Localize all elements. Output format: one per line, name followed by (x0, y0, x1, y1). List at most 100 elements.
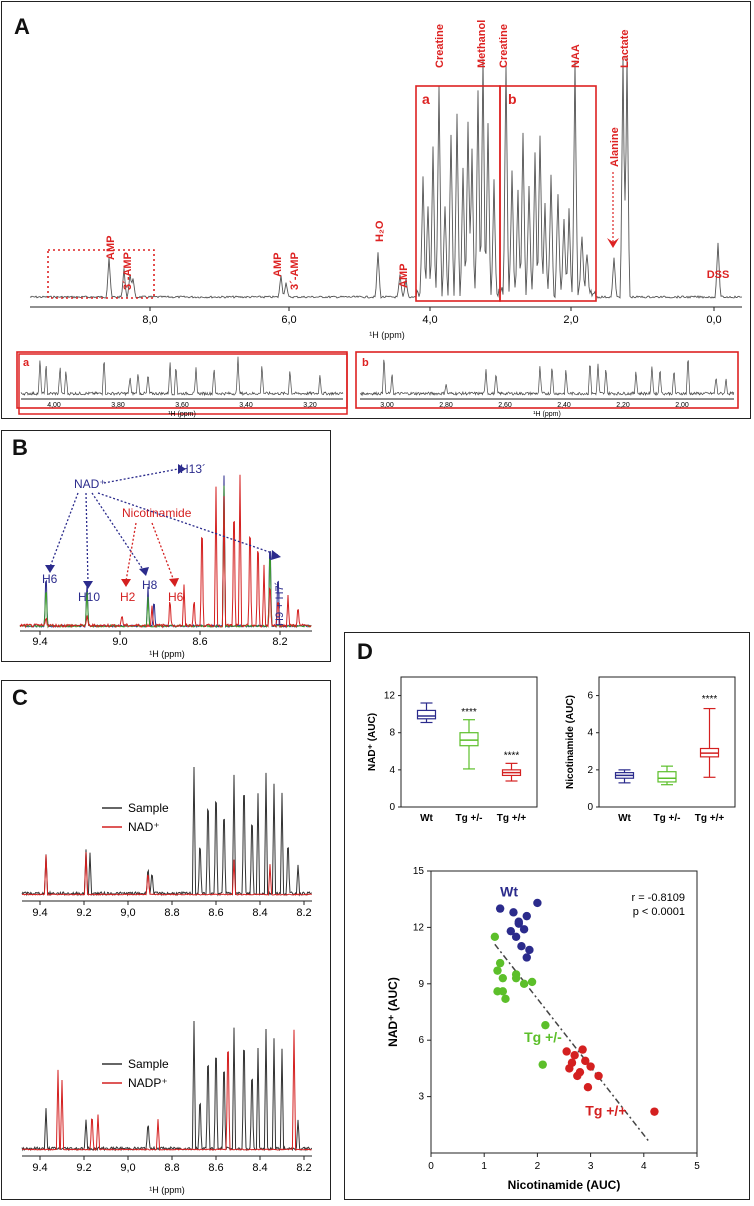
panel-c-tick-label: 9.2 (76, 907, 91, 919)
scatter-legend-tg-hom: Tg +/+ (585, 1102, 626, 1118)
main-tick-label: 4,0 (422, 314, 437, 326)
panel-b: B 9.4 9.0 8.6 8.2 ¹H (ppm) NAD⁺ Nicotinamid… (1, 430, 331, 662)
scatter-legend-tg-het: Tg +/- (524, 1029, 562, 1045)
panel-c-top-spectrum (21, 766, 312, 897)
panel-c-tick-label: 8.6 (208, 907, 223, 919)
scatter-frame (430, 870, 698, 1154)
scatter-point (514, 917, 523, 926)
panel-b-spectrum (19, 474, 312, 629)
scatter-ytick-label: 15 (413, 866, 425, 877)
boxplot-ytick-label: 0 (587, 802, 593, 813)
panel-c-tick-label: 9,0 (120, 1162, 135, 1174)
scatter-point (567, 1058, 577, 1067)
main-tick-label: 6,0 (281, 314, 296, 326)
scatter-xtick-label: 3 (588, 1161, 594, 1172)
nad-h9-h7-label: H9 + H7´ (274, 582, 286, 626)
scatter-ytick-label: 3 (418, 1092, 424, 1103)
panel-c-bottom-spectrum (21, 1020, 313, 1152)
panel-b-tick-label: 8.2 (272, 636, 287, 648)
nic-h2-label: H2 (120, 590, 136, 604)
box-category-label: Tg +/+ (497, 813, 527, 824)
scatter-stat-r: r = -0.8109 (631, 892, 685, 904)
panel-b-tick-label: 9.0 (112, 636, 127, 648)
peak-label-amp-1: AMP (398, 264, 410, 288)
scatter-point (495, 958, 505, 968)
scatter-point (506, 926, 515, 936)
box-category-label: Wt (618, 813, 631, 824)
inset-b-outline (355, 351, 739, 409)
legend-sample-2: Sample (128, 1057, 169, 1071)
scatter-point (586, 1062, 595, 1071)
nicotinamide-label: Nicotinamide (122, 506, 192, 520)
legend-nad: NAD⁺ (128, 820, 160, 834)
panel-c-tick-label: 8.2 (296, 1162, 311, 1174)
region-b-box (499, 85, 597, 302)
nic-h6-label: H6 (168, 590, 184, 604)
main-x-ticks: 8,0 6,0 4,0 2,0 0,0 (142, 307, 722, 326)
region-b-label: b (508, 91, 517, 107)
scatter-xtick-label: 2 (535, 1161, 541, 1172)
scatter-point (538, 1060, 547, 1069)
panel-a-main-spectrum: 8,0 6,0 4,0 2,0 0,0 ¹H (ppm) a b Creatine Me… (18, 20, 742, 415)
scatter-point (517, 942, 526, 951)
scatter-point (594, 1071, 603, 1081)
nad-label: NAD⁺ (74, 477, 106, 491)
panel-b-tick-label: 9.4 (32, 636, 47, 648)
panel-c-tick-label: 8.8 (164, 907, 179, 919)
peak-label-h2o: H₂O (374, 220, 386, 242)
panel-a-label: A (14, 14, 30, 39)
panel-c-label: C (12, 685, 28, 710)
panel-b-plot: 9.4 9.0 8.6 8.2 ¹H (ppm) NAD⁺ Nicotinamide … (19, 462, 312, 659)
sig-marker-1: **** (461, 707, 477, 718)
inset-a-panel-real (17, 352, 347, 408)
box-category-label: Wt (420, 813, 433, 824)
scatter-point (533, 898, 542, 908)
legend-nadp: NADP⁺ (128, 1076, 168, 1090)
scatter-point (501, 994, 510, 1004)
scatter-xtick-label: 5 (694, 1161, 700, 1172)
scatter-point (519, 925, 529, 934)
panel-b-green-trace (19, 485, 312, 629)
panel-c-tick-label: 9.4 (32, 1162, 47, 1174)
boxplot-ylabel: Nicotinamide (AUC) (565, 695, 576, 789)
peak-label-creatine-2: Creatine (498, 24, 510, 68)
panel-b-red-trace (19, 474, 312, 629)
panel-b-label: B (12, 435, 28, 460)
peak-label-3amp-1: 3´-AMP (122, 252, 134, 290)
scatter-point (498, 973, 508, 983)
nad-boxplot: 0 4 8 12 NAD⁺ (AUC) Wt Tg +/- Tg +/+ **** **** (367, 676, 538, 824)
scatter-point (562, 1047, 571, 1056)
box-category-label: Tg +/- (456, 813, 483, 824)
scatter-stat-p: p < 0.0001 (633, 906, 685, 918)
panel-c-top-nad (21, 852, 312, 896)
region-a-label: a (422, 91, 430, 107)
peak-label-lactate: Lactate (619, 29, 631, 68)
panel-c-tick-label: 8.4 (252, 907, 267, 919)
boxplot-ytick-label: 0 (389, 802, 395, 813)
panel-b-ticks: 9.4 9.0 8.6 8.2 (32, 631, 288, 648)
boxplot-ytick-label: 8 (389, 728, 395, 739)
scatter-xtick-label: 0 (428, 1161, 434, 1172)
scatter-point (578, 1045, 587, 1054)
nad-h8-label: H8 (142, 578, 158, 592)
scatter-point (573, 1071, 582, 1081)
scatter-point (522, 953, 531, 962)
nad-h13-label: H13´ (180, 462, 206, 476)
panel-c-tick-label: 8.2 (296, 907, 311, 919)
panel-c-top-sample (21, 766, 312, 897)
panel-c-tick-label: 9.4 (32, 907, 47, 919)
panel-c-tick-label: 8.4 (252, 1162, 267, 1174)
scatter-point (490, 932, 500, 941)
nad-h6-label: H6 (42, 572, 58, 586)
main-tick-label: 0,0 (706, 314, 721, 326)
box-body (416, 709, 437, 720)
sig-marker-2: **** (504, 751, 520, 762)
peak-label-methanol: Methanol (476, 20, 488, 68)
panel-c-tick-label: 9.2 (76, 1162, 91, 1174)
boxplot-ytick-label: 4 (389, 765, 395, 776)
boxplot-ytick-label: 4 (587, 728, 593, 739)
scatter-point (650, 1107, 659, 1116)
nad-h10-label: H10 (78, 590, 100, 604)
panel-c-tick-label: 8.8 (164, 1162, 179, 1174)
